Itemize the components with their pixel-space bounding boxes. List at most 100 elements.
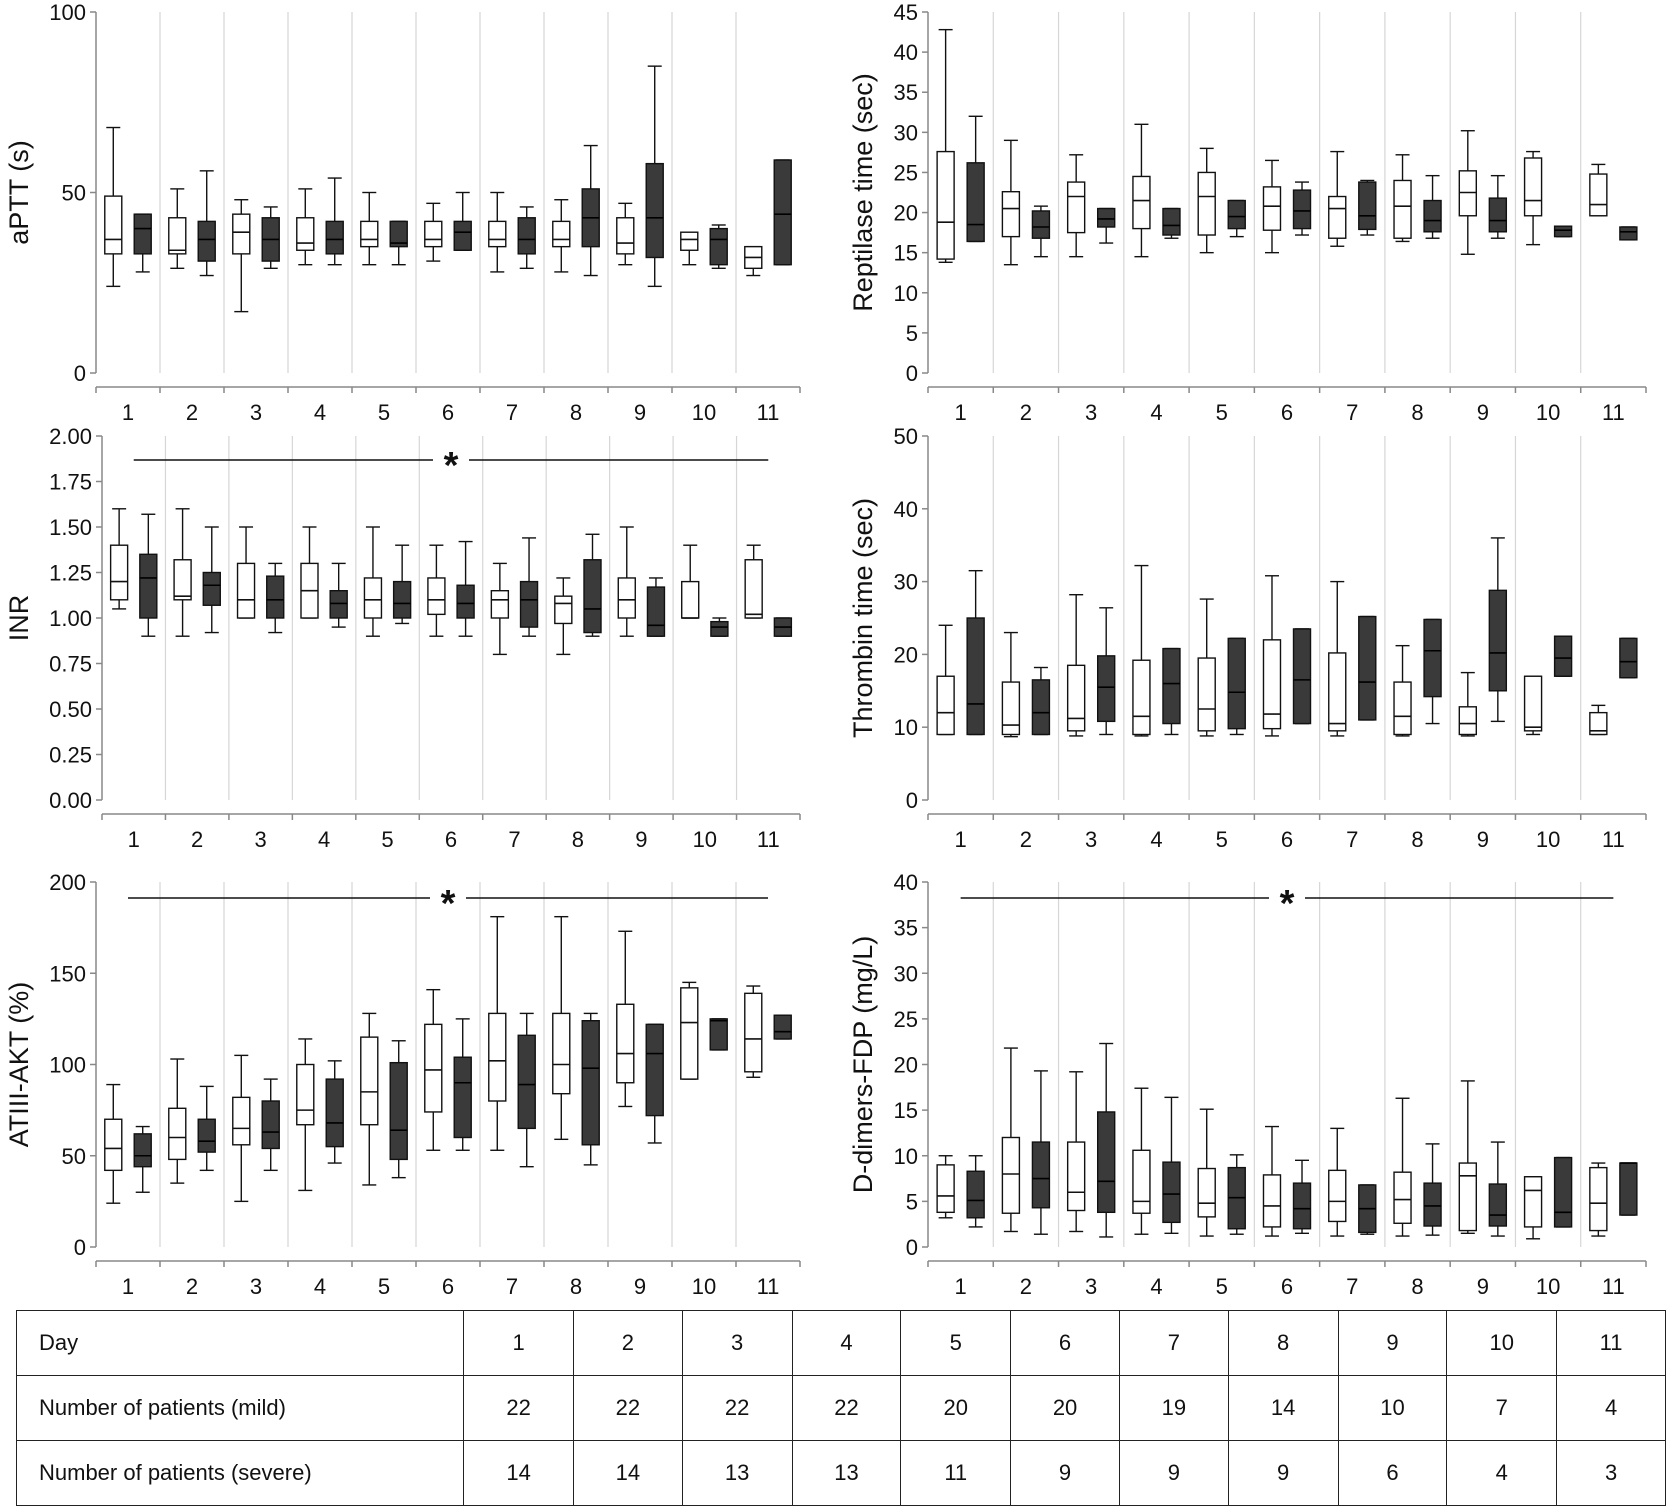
table-row: Day 1 2 3 4 5 6 7 8 9 10 11 <box>15 1310 1666 1376</box>
box-severe <box>197 1085 216 1172</box>
box-mild <box>1589 1162 1608 1237</box>
y-tick-label: 45 <box>894 0 918 25</box>
box-mild <box>1589 704 1608 736</box>
table-cell: 14 <box>463 1440 574 1506</box>
box-severe <box>1031 666 1051 736</box>
box-mild <box>744 544 763 619</box>
box-mild <box>488 915 507 1151</box>
y-axis-label: aPTT (s) <box>4 140 34 245</box>
box-severe <box>1162 1096 1181 1235</box>
box-mild <box>1066 1071 1086 1233</box>
table-cell: 1 <box>463 1310 574 1376</box>
y-tick-label: 10 <box>894 1144 918 1169</box>
box-body <box>1553 635 1573 677</box>
box-body <box>1292 628 1312 725</box>
box-body <box>680 987 699 1080</box>
box-mild <box>680 981 699 1080</box>
box-severe <box>517 1012 536 1168</box>
table-cell: 7 <box>1446 1375 1558 1441</box>
box-mild <box>616 930 635 1108</box>
box-body <box>296 1063 315 1126</box>
box-body <box>1553 225 1573 238</box>
box-severe <box>966 569 985 736</box>
x-tick-label: 9 <box>634 400 646 425</box>
x-tick-label: 11 <box>1602 400 1625 425</box>
table-row: Number of patients (severe) 14 14 13 13 … <box>15 1440 1666 1506</box>
box-body <box>1488 589 1508 692</box>
box-severe <box>325 177 344 266</box>
y-axis-label: Reptilase time (sec) <box>848 73 878 312</box>
box-mild <box>360 1012 379 1186</box>
row-label: Number of patients (severe) <box>15 1440 465 1506</box>
y-tick-label: 20 <box>894 1053 918 1078</box>
y-tick-label: 5 <box>906 1189 918 1214</box>
x-tick-label: 8 <box>570 1274 582 1299</box>
box-body <box>936 150 955 260</box>
box-body <box>710 620 729 637</box>
box-mild <box>936 28 955 263</box>
box-body <box>1619 1162 1638 1216</box>
box-mild <box>1262 159 1282 254</box>
y-tick-label: 50 <box>894 424 918 449</box>
box-severe <box>710 617 729 637</box>
box-mild <box>1066 594 1086 737</box>
box-mild <box>1458 130 1478 255</box>
box-body <box>488 1012 507 1102</box>
table-cell: 3 <box>1556 1440 1666 1506</box>
y-tick-label: 10 <box>894 281 918 306</box>
x-tick-label: 1 <box>128 827 140 852</box>
table-cell: 2 <box>572 1310 683 1376</box>
box-severe <box>966 1155 985 1228</box>
x-tick-label: 5 <box>1216 827 1228 852</box>
y-tick-label: 150 <box>49 961 86 986</box>
box-body <box>424 220 443 248</box>
box-body <box>453 220 472 251</box>
box-body <box>709 1018 728 1051</box>
y-tick-label: 1.25 <box>49 561 92 586</box>
box-severe <box>1162 647 1181 736</box>
box-body <box>1132 659 1151 736</box>
box-severe <box>1423 174 1442 239</box>
table-cell: 4 <box>1556 1375 1666 1441</box>
y-tick-label: 0 <box>906 1235 918 1260</box>
box-severe <box>202 526 221 634</box>
box-body <box>1262 639 1282 730</box>
y-tick-label: 15 <box>894 1098 918 1123</box>
y-axis-label: INR <box>4 595 34 642</box>
x-tick-label: 6 <box>442 400 454 425</box>
y-tick-label: 35 <box>894 80 918 105</box>
y-axis-label: D-dimers-FDP (mg/L) <box>848 936 878 1194</box>
box-body <box>517 1034 536 1130</box>
box-severe <box>773 1014 792 1040</box>
box-body <box>424 1023 443 1113</box>
x-tick-label: 4 <box>1150 400 1162 425</box>
box-mild <box>1197 598 1216 737</box>
box-body <box>261 1100 280 1150</box>
box-severe <box>1488 537 1508 723</box>
box-severe <box>645 1023 664 1144</box>
box-body <box>1423 199 1442 233</box>
box-body <box>329 590 348 619</box>
box-severe <box>261 1078 280 1172</box>
box-body <box>1523 157 1543 217</box>
y-tick-label: 15 <box>894 241 918 266</box>
table-cell: 3 <box>681 1310 793 1376</box>
box-body <box>197 220 216 262</box>
y-tick-label: 100 <box>49 1053 86 1078</box>
box-mild <box>104 1083 123 1204</box>
box-severe <box>139 513 158 637</box>
box-body <box>1619 226 1638 241</box>
x-tick-label: 2 <box>1020 400 1032 425</box>
box-severe <box>389 220 408 266</box>
box-body <box>456 584 475 619</box>
box-mild <box>296 188 315 266</box>
box-severe <box>1358 179 1377 236</box>
box-body <box>773 1014 792 1040</box>
box-mild <box>300 526 319 619</box>
box-severe <box>392 544 412 625</box>
x-tick-label: 9 <box>635 827 647 852</box>
box-severe <box>133 213 152 273</box>
box-mild <box>1458 1080 1478 1235</box>
box-severe <box>389 1040 408 1179</box>
box-severe <box>261 206 280 270</box>
